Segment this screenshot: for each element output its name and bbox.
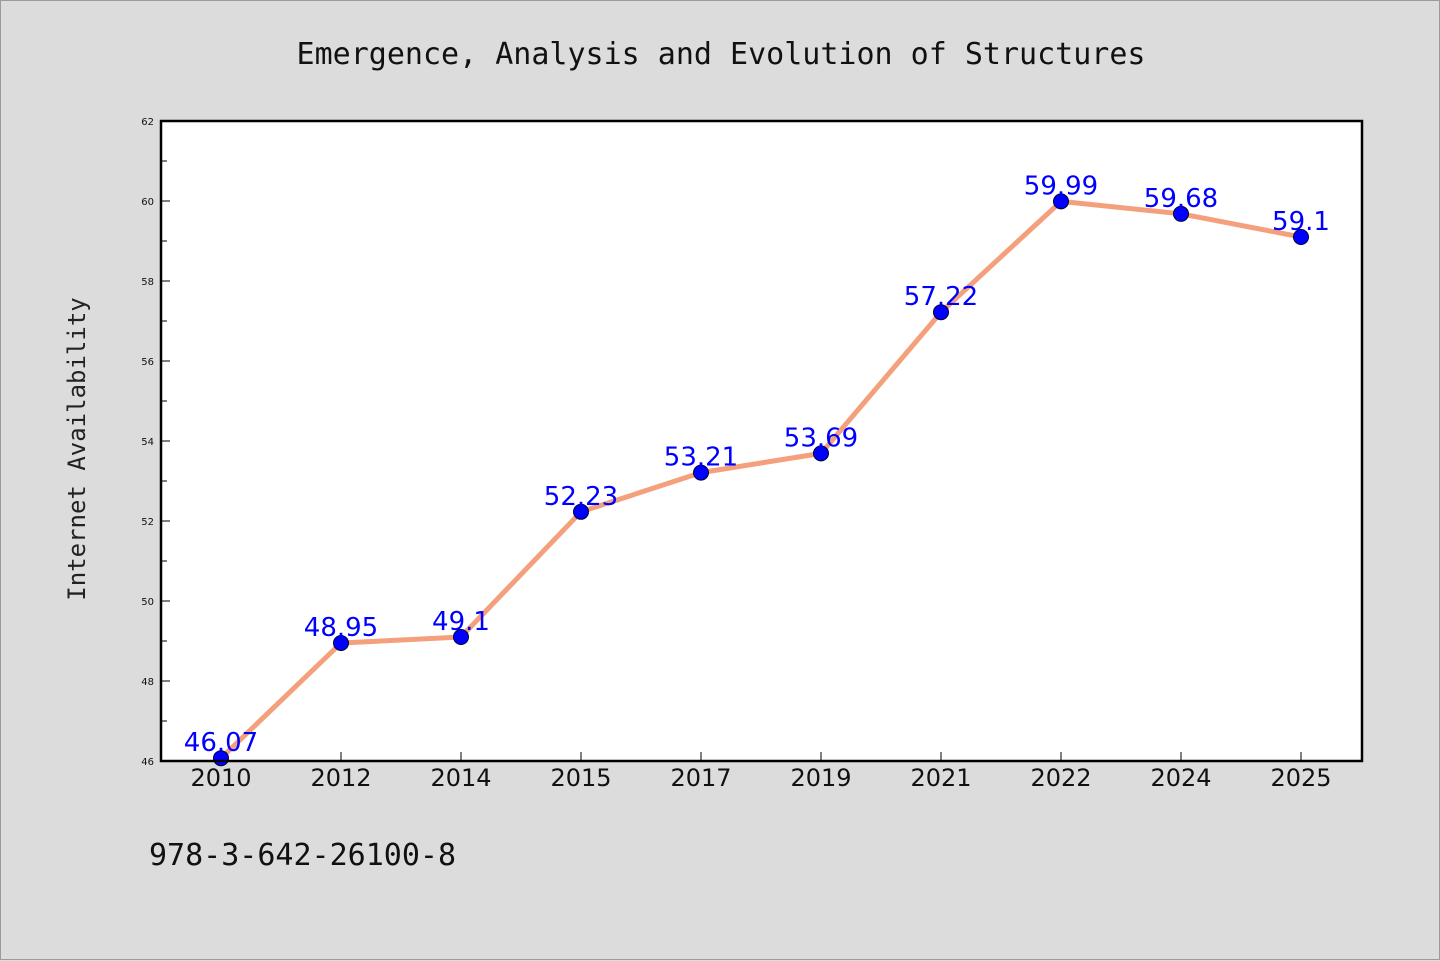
data-label: 52.23 <box>544 482 618 512</box>
data-label: 59.1 <box>1272 207 1330 237</box>
data-point <box>573 503 589 520</box>
data-point <box>813 445 829 462</box>
x-tick-label: 2014 <box>430 764 491 792</box>
data-point <box>693 464 709 481</box>
data-label: 53.69 <box>784 423 858 453</box>
data-label: 46.07 <box>184 728 258 758</box>
x-tick-label: 2024 <box>1150 764 1211 792</box>
data-point <box>1053 193 1069 210</box>
axis-ticks: 46 48 50 52 54 56 58 60 62 2010 2012 2014 2015 2017 20… <box>141 117 1331 792</box>
x-tick-label: 2012 <box>310 764 371 792</box>
isbn-text: 978-3-642-26100-8 <box>149 838 456 873</box>
y-tick-label: 56 <box>141 357 154 368</box>
data-point <box>1293 229 1309 245</box>
plot-area <box>161 121 1362 761</box>
data-label: 49.1 <box>432 607 490 637</box>
y-axis-label: Internet Availability <box>63 297 91 600</box>
chart-title: Emergence, Analysis and Evolution of Str… <box>297 37 1146 72</box>
x-tick-label: 2015 <box>550 764 611 792</box>
series-layer <box>213 193 1309 767</box>
data-label: 59.99 <box>1024 171 1098 201</box>
x-tick-label: 2022 <box>1030 764 1091 792</box>
data-point <box>933 304 949 321</box>
data-label: 59.68 <box>1144 184 1218 214</box>
y-tick-label: 60 <box>141 197 154 208</box>
data-labels: 46.07 48.95 49.1 52.23 53.21 53.69 57.22 59.99 5… <box>184 171 1330 758</box>
y-tick-label: 58 <box>141 277 154 288</box>
x-tick-label: 2010 <box>190 764 251 792</box>
x-tick-label: 2017 <box>670 764 731 792</box>
x-tick-label: 2019 <box>790 764 851 792</box>
series-line <box>218 198 1304 761</box>
y-tick-label: 46 <box>141 757 154 768</box>
x-tick-label: 2021 <box>910 764 971 792</box>
data-label: 53.21 <box>664 443 738 473</box>
y-tick-label: 48 <box>141 677 154 688</box>
x-tick-label: 2025 <box>1270 764 1331 792</box>
plot-border <box>159 119 1364 763</box>
data-point <box>1173 205 1189 222</box>
y-tick-label: 54 <box>141 437 154 448</box>
data-point <box>453 629 469 645</box>
data-label: 57.22 <box>904 282 978 312</box>
y-tick-label: 52 <box>141 517 154 528</box>
data-label: 48.95 <box>304 613 378 643</box>
y-tick-label: 50 <box>141 597 154 608</box>
y-tick-label: 62 <box>141 117 154 128</box>
data-point <box>333 635 349 651</box>
